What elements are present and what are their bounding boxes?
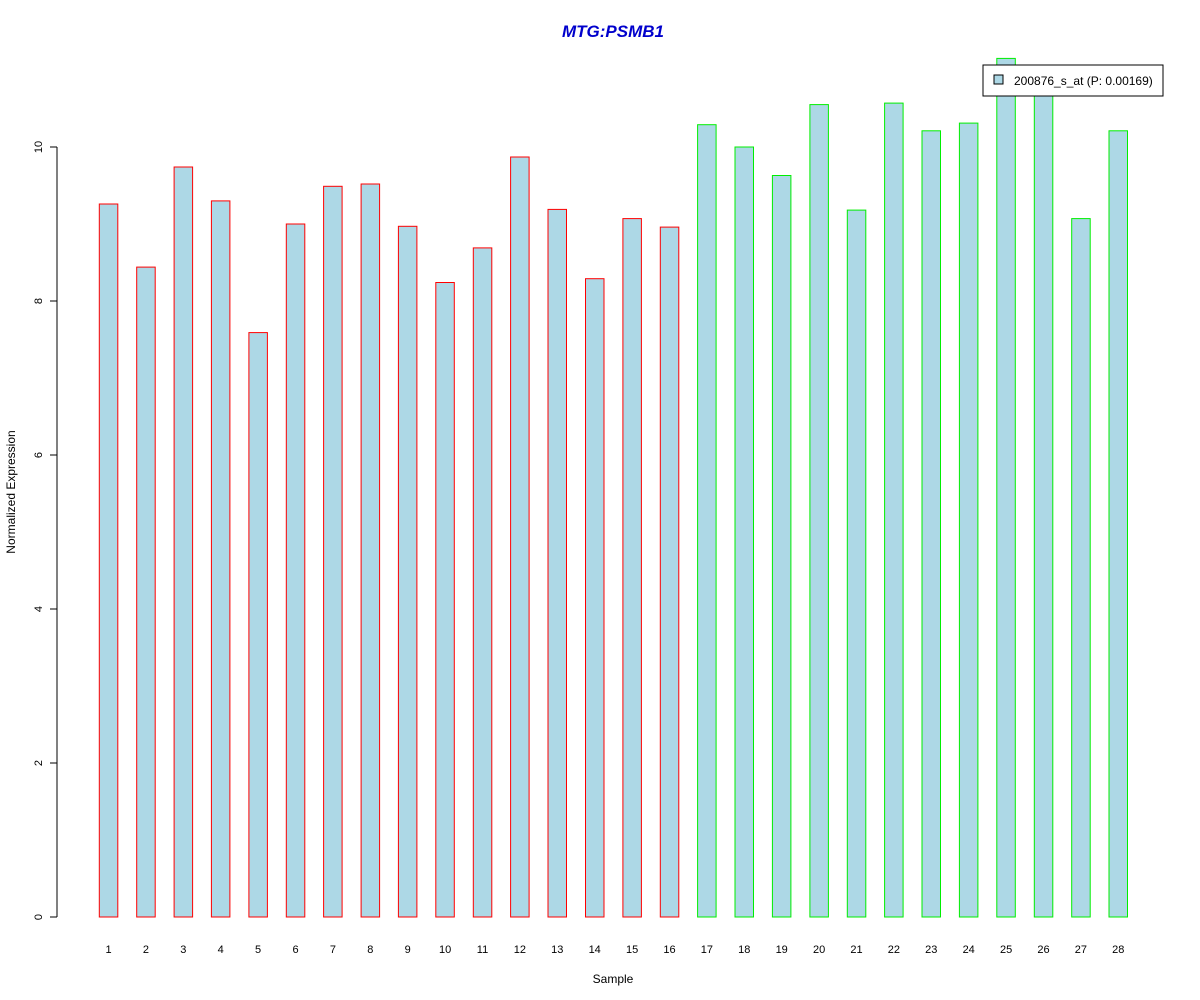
x-tick-label: 20 xyxy=(813,944,825,956)
bar-sample-8 xyxy=(360,183,381,918)
x-tick-label: 2 xyxy=(143,944,149,956)
x-tick-label: 5 xyxy=(255,944,261,956)
x-tick-label: 22 xyxy=(888,944,900,956)
x-tick-label: 3 xyxy=(180,944,186,956)
x-tick-label: 11 xyxy=(477,944,488,956)
x-tick-label: 19 xyxy=(776,944,788,956)
bar-sample-3 xyxy=(173,166,194,918)
bar-sample-5 xyxy=(248,332,268,918)
bar-sample-15 xyxy=(622,218,642,918)
bar-sample-16 xyxy=(659,226,680,918)
bar-sample-2 xyxy=(136,266,156,918)
bar-sample-10 xyxy=(435,282,455,918)
bar-sample-9 xyxy=(397,225,418,918)
bar-sample-24 xyxy=(958,122,979,918)
y-tick-label: 6 xyxy=(33,452,45,458)
legend: 200876_s_at (P: 0.00169) xyxy=(982,64,1164,97)
bar-sample-18 xyxy=(734,146,754,918)
y-tick-label: 0 xyxy=(33,914,45,920)
x-tick-label: 28 xyxy=(1112,944,1124,956)
x-tick-label: 26 xyxy=(1037,944,1049,956)
bar-sample-1 xyxy=(98,203,119,918)
x-tick-labels: 1 2 3 4 5 6 7 8 9 10 11 12 13 14 15 16 17 18 19 20 21 22 23 24 2… xyxy=(105,944,1124,956)
x-tick-label: 6 xyxy=(292,944,298,956)
bar-sample-14 xyxy=(585,278,605,918)
bar-sample-22 xyxy=(884,102,904,918)
bar-sample-13 xyxy=(547,208,567,918)
y-tick-label: 4 xyxy=(33,606,45,612)
x-tick-label: 10 xyxy=(439,944,451,956)
bar-sample-6 xyxy=(285,223,306,918)
y-tick-label: 8 xyxy=(33,298,45,304)
x-tick-label: 14 xyxy=(589,944,601,956)
y-tick-label: 2 xyxy=(33,760,45,766)
x-tick-label: 7 xyxy=(330,944,336,956)
legend-box xyxy=(982,64,1164,97)
bar-sample-19 xyxy=(771,175,792,918)
bar-sample-23 xyxy=(921,130,941,918)
bar-sample-20 xyxy=(809,104,829,918)
bar-sample-12 xyxy=(510,156,530,918)
x-tick-label: 17 xyxy=(701,944,713,956)
legend-label: 200876_s_at (P: 0.00169) xyxy=(1014,74,1153,88)
y-tick-label: 10 xyxy=(33,141,45,153)
x-axis-title: Sample xyxy=(593,972,634,986)
bar-sample-28 xyxy=(1108,130,1128,918)
legend-swatch xyxy=(993,74,1004,85)
bar-sample-7 xyxy=(323,185,343,918)
bar-sample-17 xyxy=(697,124,717,918)
x-tick-label: 24 xyxy=(963,944,975,956)
y-axis-title: Normalized Expression xyxy=(4,430,18,553)
x-tick-label: 12 xyxy=(514,944,526,956)
x-tick-label: 23 xyxy=(925,944,937,956)
x-tick-label: 8 xyxy=(367,944,373,956)
x-tick-label: 16 xyxy=(663,944,675,956)
x-tick-label: 15 xyxy=(626,944,638,956)
chart-title: MTG:PSMB1 xyxy=(562,22,664,41)
y-axis: 0 2 4 6 8 10 xyxy=(33,141,58,920)
x-tick-label: 27 xyxy=(1075,944,1087,956)
bar-sample-21 xyxy=(846,209,867,918)
x-tick-label: 13 xyxy=(551,944,563,956)
x-tick-label: 21 xyxy=(850,944,862,956)
bar-sample-4 xyxy=(210,200,231,918)
bar-sample-25 xyxy=(996,57,1016,918)
bar-sample-27 xyxy=(1071,218,1091,918)
bar-sample-11 xyxy=(472,247,493,918)
bars xyxy=(98,57,1128,918)
bar-sample-26 xyxy=(1033,82,1054,918)
x-tick-label: 25 xyxy=(1000,944,1012,956)
x-tick-label: 9 xyxy=(405,944,411,956)
x-tick-label: 1 xyxy=(105,944,111,956)
x-tick-label: 18 xyxy=(738,944,750,956)
x-tick-label: 4 xyxy=(218,944,224,956)
